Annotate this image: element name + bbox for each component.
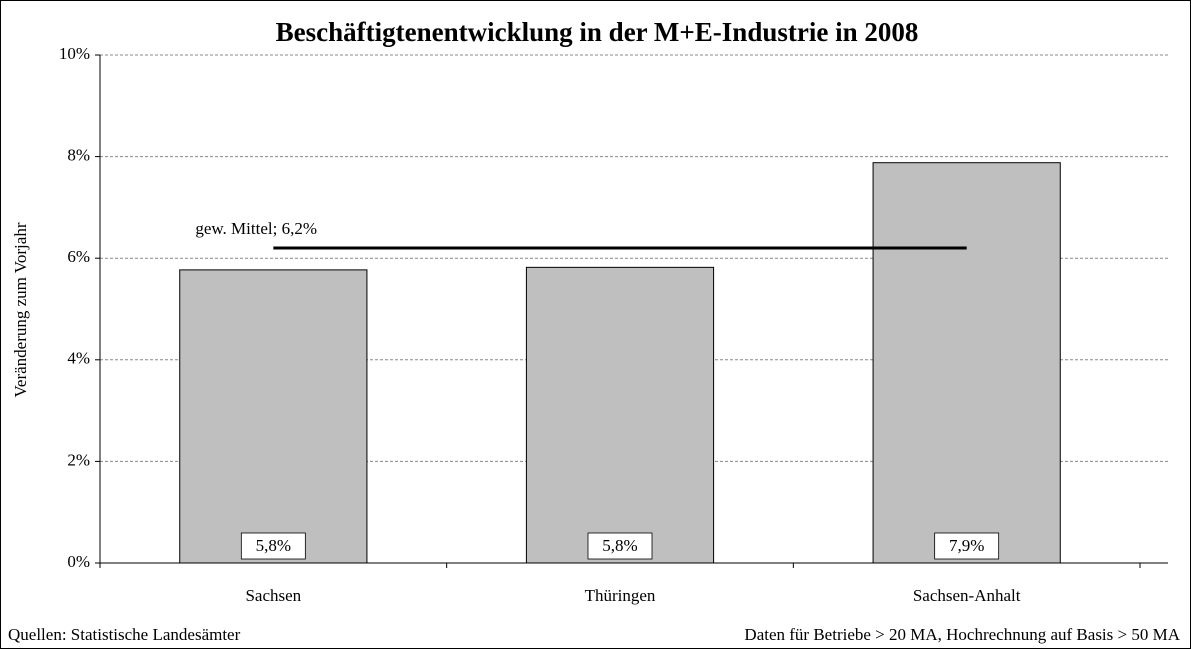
y-tick-label: 10% xyxy=(59,44,90,63)
y-tick-label: 6% xyxy=(67,247,90,266)
bar xyxy=(179,269,368,564)
value-label: 7,9% xyxy=(949,536,984,555)
x-tick-label: Thüringen xyxy=(585,586,656,605)
y-tick-label: 4% xyxy=(67,349,90,368)
y-axis-label: Veränderung zum Vorjahr xyxy=(11,222,30,397)
y-tick-label: 2% xyxy=(67,450,90,469)
y-tick-label: 8% xyxy=(67,146,90,165)
note: Daten für Betriebe > 20 MA, Hochrechnung… xyxy=(744,625,1180,644)
value-label: 5,8% xyxy=(256,536,291,555)
x-tick-label: Sachsen-Anhalt xyxy=(913,586,1021,605)
mean-label: gew. Mittel; 6,2% xyxy=(195,219,317,238)
bar xyxy=(525,266,715,564)
value-label-box xyxy=(934,532,1000,560)
y-tick-label: 0% xyxy=(67,552,90,571)
chart-title: Beschäftigtenentwicklung in der M+E-Indu… xyxy=(276,17,919,47)
value-label-box xyxy=(240,532,306,560)
source: Quellen: Statistische Landesämter xyxy=(8,625,241,644)
value-label: 5,8% xyxy=(602,536,637,555)
bar xyxy=(872,162,1061,564)
x-tick-label: Sachsen xyxy=(245,586,301,605)
value-label-box xyxy=(587,532,653,560)
